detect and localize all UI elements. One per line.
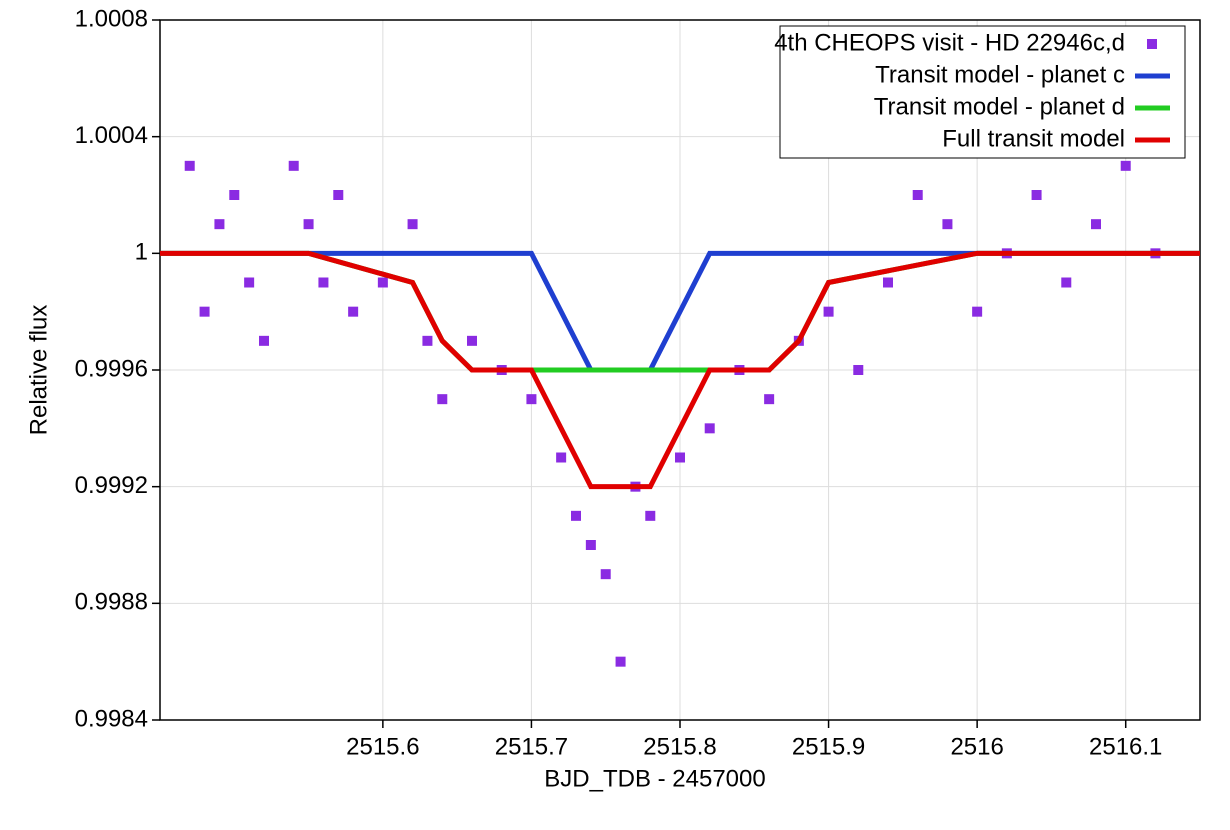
x-tick-label: 2515.7 [495, 733, 568, 760]
data-point [601, 569, 611, 579]
x-tick-label: 2515.9 [792, 733, 865, 760]
data-point [1061, 278, 1071, 288]
legend-label: 4th CHEOPS visit - HD 22946c,d [774, 29, 1125, 56]
data-point [1032, 190, 1042, 200]
data-point [1121, 161, 1131, 171]
data-point [437, 394, 447, 404]
data-point [244, 278, 254, 288]
data-point [289, 161, 299, 171]
x-tick-label: 2516 [950, 733, 1003, 760]
data-point [942, 219, 952, 229]
y-tick-label: 1.0008 [75, 5, 148, 32]
y-tick-label: 0.9996 [75, 355, 148, 382]
data-point [972, 307, 982, 317]
data-point [304, 219, 314, 229]
y-tick-label: 0.9984 [75, 705, 148, 732]
y-axis-label: Relative flux [25, 305, 52, 436]
legend-label: Transit model - planet d [874, 93, 1125, 120]
legend-label: Transit model - planet c [875, 61, 1125, 88]
data-point [824, 307, 834, 317]
data-point [883, 278, 893, 288]
legend-label: Full transit model [942, 125, 1125, 152]
data-point [675, 453, 685, 463]
data-point [853, 365, 863, 375]
x-tick-label: 2516.1 [1089, 733, 1162, 760]
data-point [378, 278, 388, 288]
data-point [764, 394, 774, 404]
data-point [348, 307, 358, 317]
y-tick-label: 0.9992 [75, 472, 148, 499]
data-point [913, 190, 923, 200]
data-point [705, 423, 715, 433]
data-point [526, 394, 536, 404]
data-point [616, 657, 626, 667]
data-point [556, 453, 566, 463]
data-point [571, 511, 581, 521]
x-tick-label: 2515.6 [346, 733, 419, 760]
y-tick-label: 0.9988 [75, 589, 148, 616]
y-tick-label: 1.0004 [75, 122, 148, 149]
x-tick-label: 2515.8 [643, 733, 716, 760]
data-point [422, 336, 432, 346]
data-point [200, 307, 210, 317]
data-point [1091, 219, 1101, 229]
data-point [259, 336, 269, 346]
legend-swatch [1147, 39, 1157, 49]
data-point [214, 219, 224, 229]
y-tick-label: 1 [135, 239, 148, 266]
chart: BJD_TDB - 2457000 Relative flux 0.9984 0.… [0, 0, 1230, 825]
data-point [408, 219, 418, 229]
data-point [229, 190, 239, 200]
x-axis-label: BJD_TDB - 2457000 [544, 765, 765, 792]
data-point [586, 540, 596, 550]
data-point [318, 278, 328, 288]
data-point [467, 336, 477, 346]
data-point [645, 511, 655, 521]
data-point [333, 190, 343, 200]
data-point [185, 161, 195, 171]
